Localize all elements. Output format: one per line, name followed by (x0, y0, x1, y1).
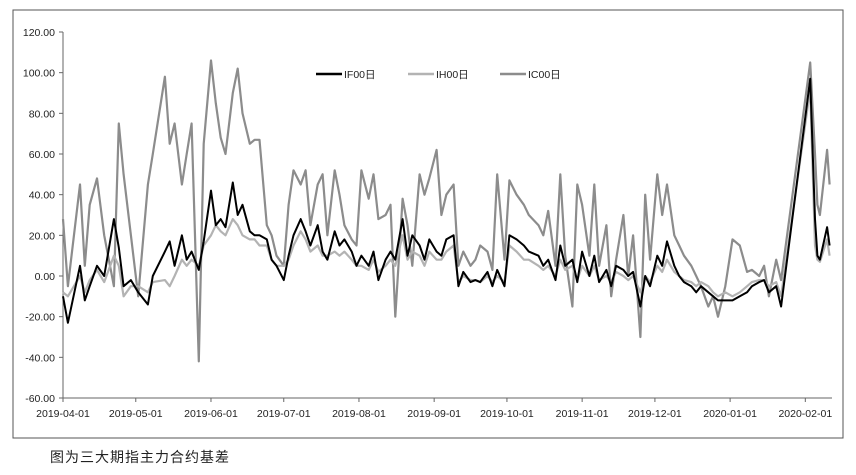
chart-border (12, 9, 844, 439)
y-tick-label: -20.00 (25, 312, 55, 324)
series-layer (61, 59, 831, 363)
x-tick-label: 2020-01-01 (703, 408, 757, 420)
x-tick-label: 2019-04-01 (36, 408, 90, 420)
x-tick-label: 2019-05-01 (109, 408, 163, 420)
series-line-IH00日 (62, 87, 831, 298)
legend: IF00日 IH00日 IC00日 (316, 69, 561, 81)
x-tick-label: 2019-06-01 (184, 408, 238, 420)
y-tick-label: 40.00 (29, 190, 55, 202)
x-tick-label: 2019-08-01 (332, 408, 386, 420)
y-tick-label: 100.00 (23, 68, 55, 80)
legend-label: IC00日 (528, 69, 561, 81)
x-tick-label: 2020-02-01 (778, 408, 832, 420)
x-tick-label: 2019-11-01 (556, 408, 609, 420)
y-axis: 120.00 100.00 80.00 60.00 40.00 20.00 0.00 -20.… (23, 27, 64, 405)
x-axis: 2019-04-01 2019-05-01 2019-06-01 2019-07-01… (36, 397, 832, 420)
y-tick-label: 20.00 (29, 230, 55, 242)
chart-caption: 图为三大期指主力合约基差 (50, 450, 230, 466)
series-line-IF00日 (62, 77, 831, 324)
x-tick-label: 2019-07-01 (257, 408, 311, 420)
x-tick-label: 2019-12-01 (628, 408, 682, 420)
y-tick-label: 60.00 (29, 149, 55, 161)
x-tick-label: 2019-10-01 (480, 408, 534, 420)
y-tick-label: -40.00 (25, 352, 55, 364)
y-tick-label: 0.00 (35, 271, 56, 283)
y-tick-label: -60.00 (25, 393, 55, 405)
legend-label: IF00日 (344, 69, 376, 81)
y-tick-label: 80.00 (29, 108, 55, 120)
series-line-IC00日 (61, 59, 831, 363)
y-tick-label: 120.00 (23, 27, 55, 39)
legend-label: IH00日 (436, 69, 469, 81)
x-tick-label: 2019-09-01 (407, 408, 461, 420)
